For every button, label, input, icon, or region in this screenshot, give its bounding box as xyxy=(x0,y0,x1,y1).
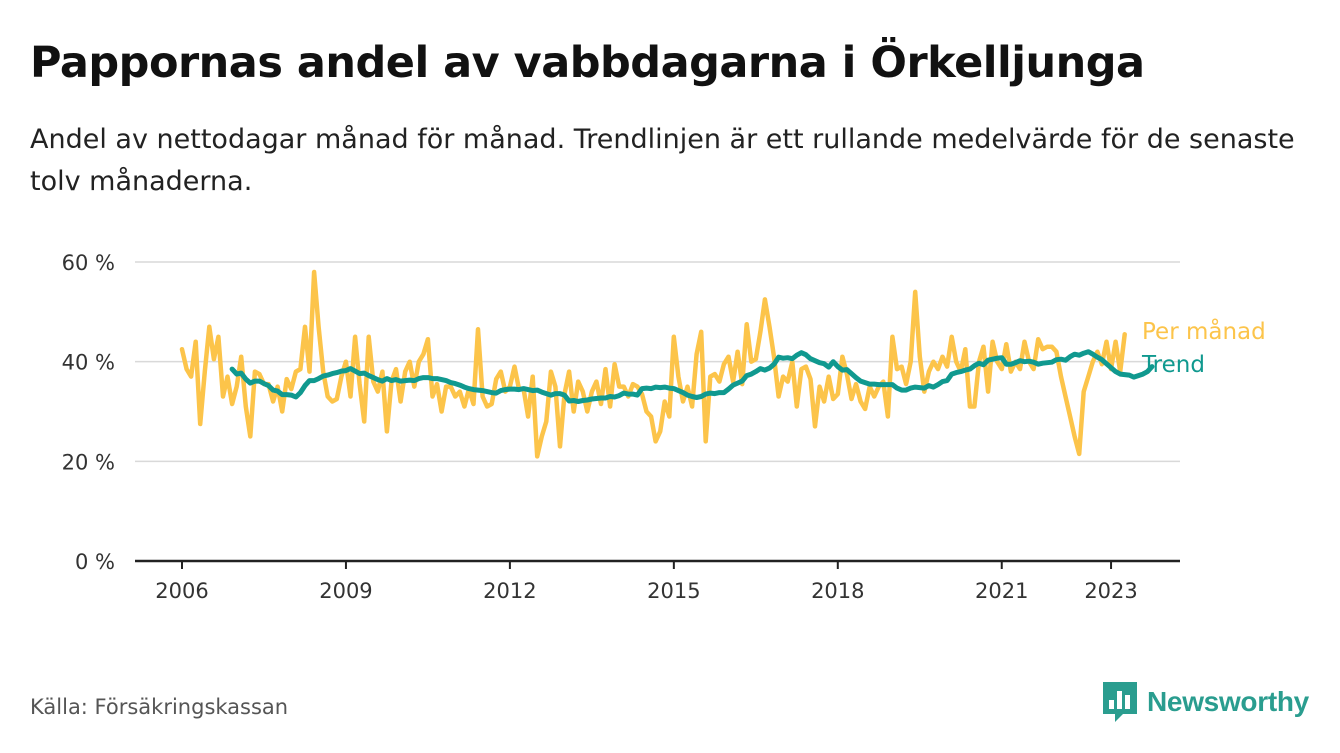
x-tick-label: 2018 xyxy=(811,579,864,603)
x-tick-label: 2009 xyxy=(319,579,372,603)
x-axis-tick-labels: 2006 2009 2012 2015 2018 2021 2023 xyxy=(155,561,1138,603)
legend: Per månad Trend xyxy=(1141,317,1266,378)
x-tick-label: 2006 xyxy=(155,579,208,603)
x-tick-label: 2021 xyxy=(975,579,1028,603)
legend-label-trend: Trend xyxy=(1141,352,1205,378)
brand-logo: Newsworthy xyxy=(1103,682,1309,722)
x-tick-label: 2012 xyxy=(483,579,536,603)
x-tick-label: 2023 xyxy=(1084,579,1137,603)
series-line-trend xyxy=(229,349,1155,404)
y-tick-label: 40 % xyxy=(62,351,115,375)
series-line-per-manad xyxy=(179,269,1127,459)
y-axis-tick-labels: 0 % 20 % 40 % 60 % xyxy=(62,251,115,574)
gridlines xyxy=(135,261,1180,563)
x-tick-label: 2015 xyxy=(647,579,700,603)
source-note: Källa: Försäkringskassan xyxy=(30,695,289,719)
y-tick-label: 60 % xyxy=(62,251,115,275)
y-tick-label: 0 % xyxy=(75,550,115,574)
brand-name: Newsworthy xyxy=(1147,686,1309,717)
chart-title: Pappornas andel av vabbdagarna i Örkellj… xyxy=(30,38,1145,88)
chart-subtitle: Andel av nettodagar månad för månad. Tre… xyxy=(30,124,1295,197)
y-tick-label: 20 % xyxy=(62,450,115,474)
series-lines xyxy=(179,269,1155,459)
legend-label-per-manad: Per månad xyxy=(1142,317,1266,345)
bar-chart-speech-bubble-icon xyxy=(1103,682,1137,722)
